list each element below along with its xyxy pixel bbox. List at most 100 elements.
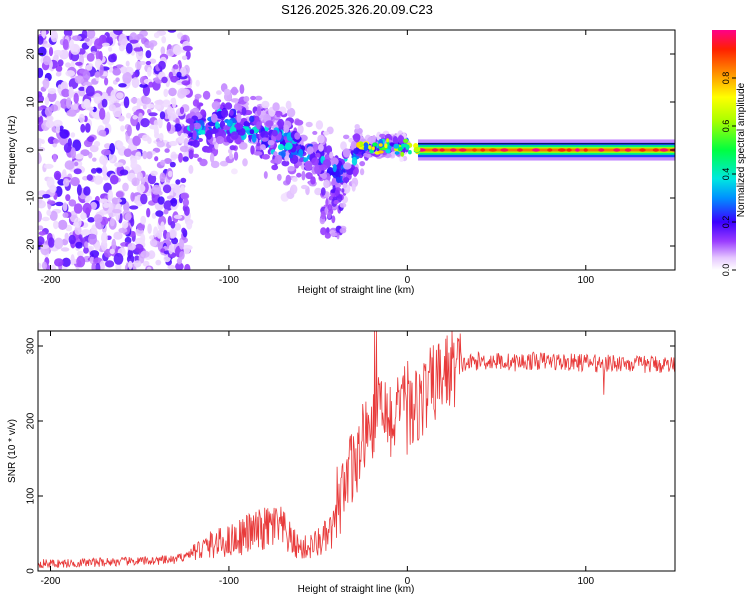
heatmap-cell bbox=[41, 261, 48, 270]
colorbar: 0.0 0.2 0.4 0.6 0.8 Normalized spectral ampl… bbox=[712, 30, 747, 276]
heatmap-cell bbox=[229, 109, 234, 116]
heatmap-cell bbox=[83, 186, 91, 196]
heatmap-cell bbox=[126, 124, 132, 137]
heatmap-cell bbox=[84, 241, 89, 249]
heatmap-cell bbox=[166, 48, 175, 57]
heatmap-cell bbox=[38, 210, 42, 223]
heatmap-cell bbox=[291, 177, 298, 182]
heatmap-cell bbox=[173, 185, 180, 194]
heatmap-cell bbox=[237, 127, 246, 136]
heatmap-cell bbox=[146, 266, 152, 270]
heatmap-cell bbox=[238, 142, 248, 150]
heatmap-cell bbox=[94, 71, 101, 78]
heatmap-cell bbox=[294, 132, 301, 140]
heatmap-cell bbox=[111, 197, 118, 205]
heatmap-cell bbox=[38, 115, 44, 125]
heatmap-cell bbox=[188, 164, 194, 174]
heatmap-cell bbox=[286, 107, 296, 118]
chart-title: S126.2025.326.20.09.C23 bbox=[281, 2, 433, 17]
heatmap-cell bbox=[385, 148, 391, 154]
heatmap-cell bbox=[181, 55, 188, 61]
heatmap-cell bbox=[557, 148, 566, 152]
heatmap-cell bbox=[49, 184, 57, 193]
heatmap-cell bbox=[147, 66, 152, 77]
heatmap-cell bbox=[331, 215, 336, 224]
heatmap-cell bbox=[343, 177, 350, 183]
heatmap-cell bbox=[359, 168, 365, 176]
heatmap-cell bbox=[265, 120, 274, 127]
heatmap-cell bbox=[329, 157, 339, 166]
snr-x-ticks: -200 -100 0 100 bbox=[40, 331, 595, 587]
heatmap-cell bbox=[140, 215, 147, 225]
heatmap-cell bbox=[38, 35, 44, 45]
heatmap-cell bbox=[180, 88, 191, 96]
heatmap-cell bbox=[140, 250, 150, 258]
heatmap-cell bbox=[386, 138, 390, 143]
heatmap-cell bbox=[105, 36, 113, 43]
heatmap-cell bbox=[146, 207, 151, 218]
heatmap-cell bbox=[226, 119, 233, 127]
heatmap-cell bbox=[73, 217, 82, 228]
heatmap-cell bbox=[331, 179, 337, 187]
heatmap-cell bbox=[159, 132, 164, 142]
heatmap-cell bbox=[624, 148, 632, 152]
heatmap-cell bbox=[168, 244, 174, 255]
heatmap-cell bbox=[140, 118, 150, 128]
heatmap-cell bbox=[336, 177, 341, 183]
heatmap-cell bbox=[146, 151, 153, 160]
heatmap-cell bbox=[405, 144, 410, 150]
heatmap-cell bbox=[287, 165, 295, 172]
heatmap-cell bbox=[256, 121, 261, 130]
heatmap-cell bbox=[163, 158, 172, 164]
heatmap-cell bbox=[126, 254, 135, 264]
heatmap-cell bbox=[532, 148, 540, 152]
heatmap-cell bbox=[210, 160, 220, 169]
heatmap-cell bbox=[62, 178, 70, 187]
heatmap-cell bbox=[118, 33, 128, 46]
heatmap-cell bbox=[254, 95, 263, 101]
heatmap-cell bbox=[65, 70, 76, 77]
heatmap-cell bbox=[296, 161, 302, 167]
heatmap-cell bbox=[73, 203, 83, 214]
heatmap-cell bbox=[105, 260, 115, 268]
heatmap-cell bbox=[73, 92, 79, 104]
heatmap-cell bbox=[480, 148, 486, 152]
heatmap-cell bbox=[281, 160, 290, 167]
heatmap-cell bbox=[108, 104, 116, 112]
heatmap-cell bbox=[57, 84, 63, 94]
heatmap-cell bbox=[38, 138, 43, 145]
heatmap-cell bbox=[150, 170, 158, 176]
heatmap-cell bbox=[38, 231, 46, 236]
y-tick-label: 200 bbox=[26, 412, 37, 429]
heatmap-cell bbox=[173, 214, 183, 219]
heatmap-cell bbox=[142, 150, 148, 160]
heatmap-cell bbox=[40, 244, 49, 249]
heatmap-cell bbox=[340, 141, 347, 151]
heatmap-cell bbox=[99, 260, 105, 270]
heatmap-cell bbox=[128, 260, 133, 270]
heatmap-cell bbox=[54, 237, 64, 250]
heatmap-cell bbox=[274, 154, 283, 165]
heatmap-cell bbox=[178, 152, 183, 163]
heatmap-cell bbox=[136, 200, 142, 207]
heatmap-cell bbox=[174, 123, 182, 132]
heatmap-cell bbox=[230, 131, 239, 140]
heatmap-cell bbox=[95, 50, 101, 61]
heatmap-cell bbox=[182, 198, 189, 207]
heatmap-cell bbox=[153, 32, 160, 39]
heatmap-cell bbox=[598, 148, 605, 152]
heatmap-cell bbox=[94, 38, 104, 50]
heatmap-cell bbox=[157, 117, 163, 129]
heatmap-cell bbox=[41, 216, 50, 222]
heatmap-cell bbox=[134, 243, 144, 253]
heatmap-cell bbox=[170, 221, 176, 229]
heatmap-cell bbox=[130, 192, 135, 202]
heatmap-cell bbox=[38, 111, 42, 118]
heatmap-cell bbox=[314, 187, 322, 196]
heatmap-cell bbox=[82, 202, 92, 215]
heatmap-cell bbox=[320, 187, 326, 196]
heatmap-cell bbox=[197, 130, 207, 135]
heatmap-cell bbox=[321, 172, 328, 180]
y-tick-label: 0 bbox=[26, 147, 37, 153]
heatmap-cell bbox=[53, 49, 63, 56]
